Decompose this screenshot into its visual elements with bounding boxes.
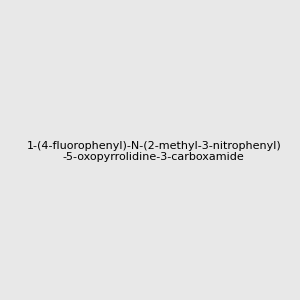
Text: 1-(4-fluorophenyl)-N-(2-methyl-3-nitrophenyl)
-5-oxopyrrolidine-3-carboxamide: 1-(4-fluorophenyl)-N-(2-methyl-3-nitroph… <box>26 141 281 162</box>
